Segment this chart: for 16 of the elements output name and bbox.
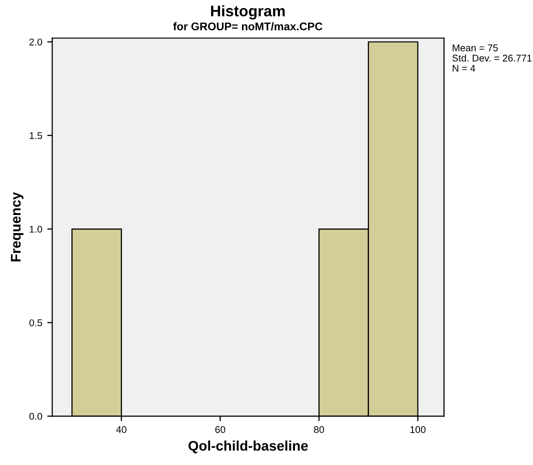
y-tick-label: 1.5 [30,132,42,140]
x-tick-label: 60 [215,426,226,434]
y-axis-title: Frequency [11,192,24,262]
x-tick-label: 100 [410,426,426,434]
chart-title: Histogram [211,5,285,20]
y-tick-label: 0.0 [29,412,42,420]
chart-subtitle: for GROUP= noMT/max.CPC [173,22,322,30]
x-tick-label: 40 [116,426,126,434]
y-tick-label: 0.5 [29,319,42,326]
text: Mean = 75 [452,44,498,52]
y-tick-label: 2.0 [29,38,42,46]
text: N = 4 [452,64,476,72]
x-axis-title: Qol-child-baseline [188,440,308,454]
y-tick-label: 1.0 [30,226,42,233]
text: Std. Dev. = 26.771 [452,54,532,62]
x-tick-label: 80 [314,426,324,434]
